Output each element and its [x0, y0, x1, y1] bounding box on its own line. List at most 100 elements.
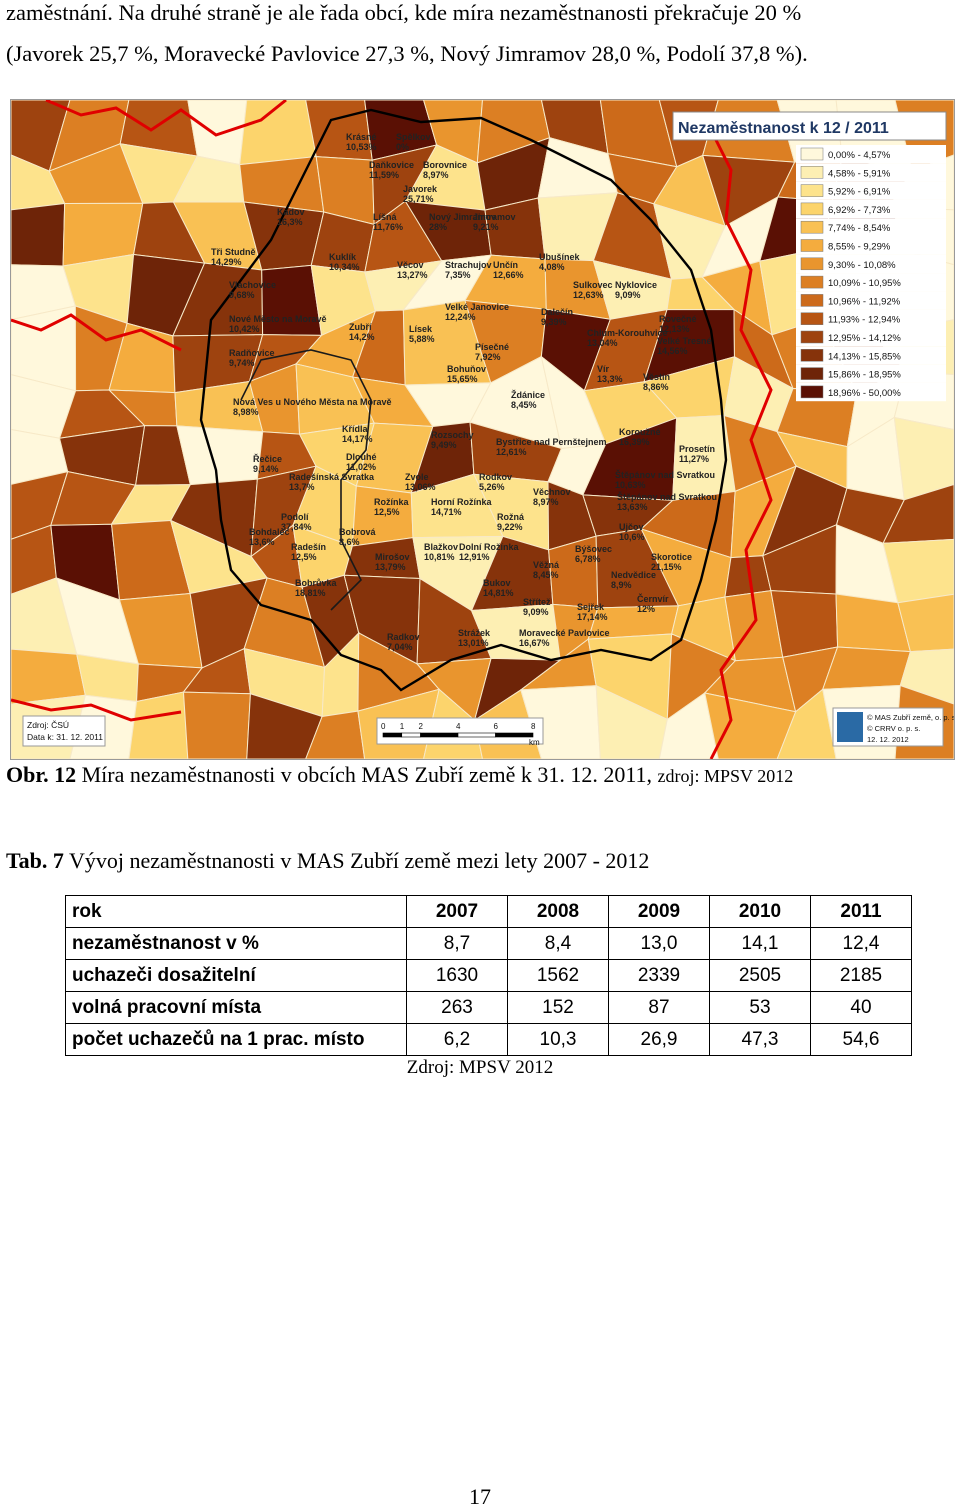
district-border — [45, 100, 287, 137]
place-value: 12% — [637, 604, 655, 614]
header-cell: 2010 — [709, 895, 811, 928]
place-value: 11,76% — [373, 222, 403, 232]
place-name: Radešínská Svratka — [289, 472, 375, 482]
table-cell: 26,9 — [608, 1023, 710, 1056]
place-value: 9,21% — [473, 222, 499, 232]
mas-boundary — [199, 108, 728, 692]
place-name: Krásné — [346, 132, 377, 142]
scale-tick-label: 2 — [419, 722, 424, 731]
scale-segment — [420, 732, 459, 738]
table-cell: 1562 — [507, 959, 609, 992]
place-name: Nedvědice — [611, 570, 656, 580]
unemployment-map: Krásné 10,53% Spělkov 0% Daňkovice 11,59% Boro… — [10, 99, 955, 760]
municipality-area — [305, 710, 366, 759]
legend-label: 9,30% - 10,08% — [828, 260, 896, 271]
legend-label: 0,00% - 4,57% — [828, 150, 891, 161]
place-name: Rodkov — [479, 472, 512, 482]
place-name: Strachujov — [445, 260, 492, 270]
header-cell: 2008 — [507, 895, 609, 928]
place-name: Velké Janovice — [445, 302, 509, 312]
legend-label: 11,93% - 12,94% — [828, 315, 901, 326]
place-name: Černvír — [637, 593, 669, 604]
place-value: 8,45% — [511, 400, 537, 410]
municipality-area — [882, 483, 954, 544]
table-cell: 10,3 — [507, 1023, 609, 1056]
place-value: 13,06% — [405, 482, 436, 492]
place-value: 16,67% — [519, 638, 550, 648]
place-value: 15,65% — [447, 374, 478, 384]
scale-segment — [382, 732, 403, 738]
municipality-area — [595, 684, 668, 759]
map-credit-line-3: 12. 12. 2012 — [867, 735, 909, 744]
legend-row — [796, 328, 946, 347]
place-value: 11,59% — [369, 170, 399, 180]
scale-tick-label: 0 — [381, 722, 386, 731]
table-cell: 2339 — [608, 959, 710, 992]
place-name: Nové Město na Moravě — [229, 314, 327, 324]
place-value: 13,3% — [597, 374, 623, 384]
place-value: 13,63% — [617, 502, 648, 512]
figure-prefix: Obr. 12 — [6, 762, 77, 787]
table-cell: 6,2 — [406, 1023, 508, 1056]
legend-label: 15,86% - 18,95% — [828, 370, 901, 381]
place-name: Spělkov — [396, 132, 431, 142]
place-value: 10,42% — [229, 324, 260, 334]
municipality-area — [882, 538, 954, 604]
place-name: Vír — [597, 364, 610, 374]
legend-row — [796, 145, 946, 164]
legend-row — [796, 382, 946, 402]
place-name: Daňkovice — [369, 160, 414, 170]
place-name: Radňovice — [229, 348, 275, 358]
place-value: 8,6% — [339, 537, 360, 547]
scale-tick-label: 8 — [531, 722, 536, 731]
place-name: Věžná — [533, 560, 560, 570]
table-source: Zdroj: MPSV 2012 — [406, 1057, 554, 1078]
place-name: Moravecké Pavlovice — [519, 628, 610, 638]
table-row: počet uchazečů na 1 prac. místo 6,2 10,3… — [65, 1023, 912, 1056]
place-value: 14,29% — [211, 257, 242, 267]
place-name: Kadov — [277, 207, 305, 217]
place-value: 5,88% — [409, 334, 435, 344]
intro-line-1: zaměstnání. Na druhé straně je ale řada … — [6, 0, 802, 25]
place-value: 12,5% — [291, 552, 317, 562]
place-value: 9,49% — [431, 440, 457, 450]
table-cell: 1630 — [406, 959, 508, 992]
municipality-area — [776, 688, 837, 759]
place-name: Vlachovice — [229, 280, 276, 290]
place-value: 14,81% — [483, 588, 514, 598]
place-name: Radešín — [291, 542, 326, 552]
place-name: Strážek — [458, 628, 491, 638]
table-row: nezaměstnanost v % 8,7 8,4 13,0 14,1 12,… — [65, 927, 912, 960]
table-cell: 12,4 — [810, 927, 912, 960]
legend-row — [796, 254, 946, 274]
scale-segment — [457, 732, 496, 738]
table-cell: 2505 — [709, 959, 811, 992]
table-cell: 40 — [810, 991, 912, 1024]
legend-row — [796, 273, 946, 292]
place-name: Zubří — [349, 322, 372, 332]
place-value: 8,9% — [611, 580, 632, 590]
place-value: 8,98% — [233, 407, 259, 417]
